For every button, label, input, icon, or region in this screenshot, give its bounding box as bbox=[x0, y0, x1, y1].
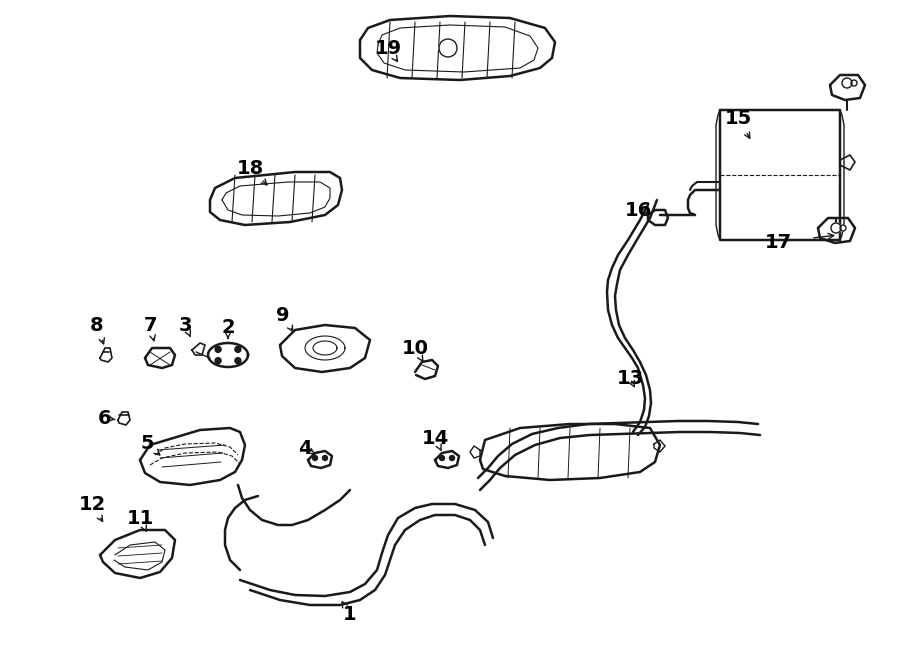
Text: 19: 19 bbox=[374, 38, 401, 58]
Text: 11: 11 bbox=[126, 508, 154, 528]
Circle shape bbox=[449, 455, 454, 461]
Text: 17: 17 bbox=[764, 232, 792, 252]
Text: 10: 10 bbox=[401, 338, 428, 357]
Text: 14: 14 bbox=[421, 428, 448, 448]
Text: 2: 2 bbox=[221, 318, 235, 336]
Circle shape bbox=[215, 346, 221, 352]
Circle shape bbox=[235, 346, 241, 352]
Text: 5: 5 bbox=[140, 434, 154, 453]
Circle shape bbox=[215, 357, 221, 363]
Text: 3: 3 bbox=[178, 316, 192, 334]
Text: 8: 8 bbox=[90, 316, 104, 334]
Text: 15: 15 bbox=[724, 109, 751, 128]
Text: 16: 16 bbox=[625, 201, 652, 220]
Circle shape bbox=[842, 78, 852, 88]
Circle shape bbox=[312, 455, 318, 461]
Text: 1: 1 bbox=[343, 606, 356, 624]
Text: 4: 4 bbox=[298, 438, 311, 457]
Text: 13: 13 bbox=[616, 369, 643, 387]
Text: 18: 18 bbox=[237, 158, 264, 177]
Circle shape bbox=[322, 455, 328, 461]
Text: 6: 6 bbox=[98, 408, 112, 428]
Text: 12: 12 bbox=[78, 495, 105, 514]
Text: 9: 9 bbox=[276, 305, 290, 324]
Text: 7: 7 bbox=[143, 316, 157, 334]
Circle shape bbox=[831, 223, 841, 233]
Circle shape bbox=[851, 80, 857, 86]
Circle shape bbox=[235, 357, 241, 363]
Circle shape bbox=[439, 39, 457, 57]
Circle shape bbox=[439, 455, 445, 461]
Circle shape bbox=[840, 225, 846, 231]
